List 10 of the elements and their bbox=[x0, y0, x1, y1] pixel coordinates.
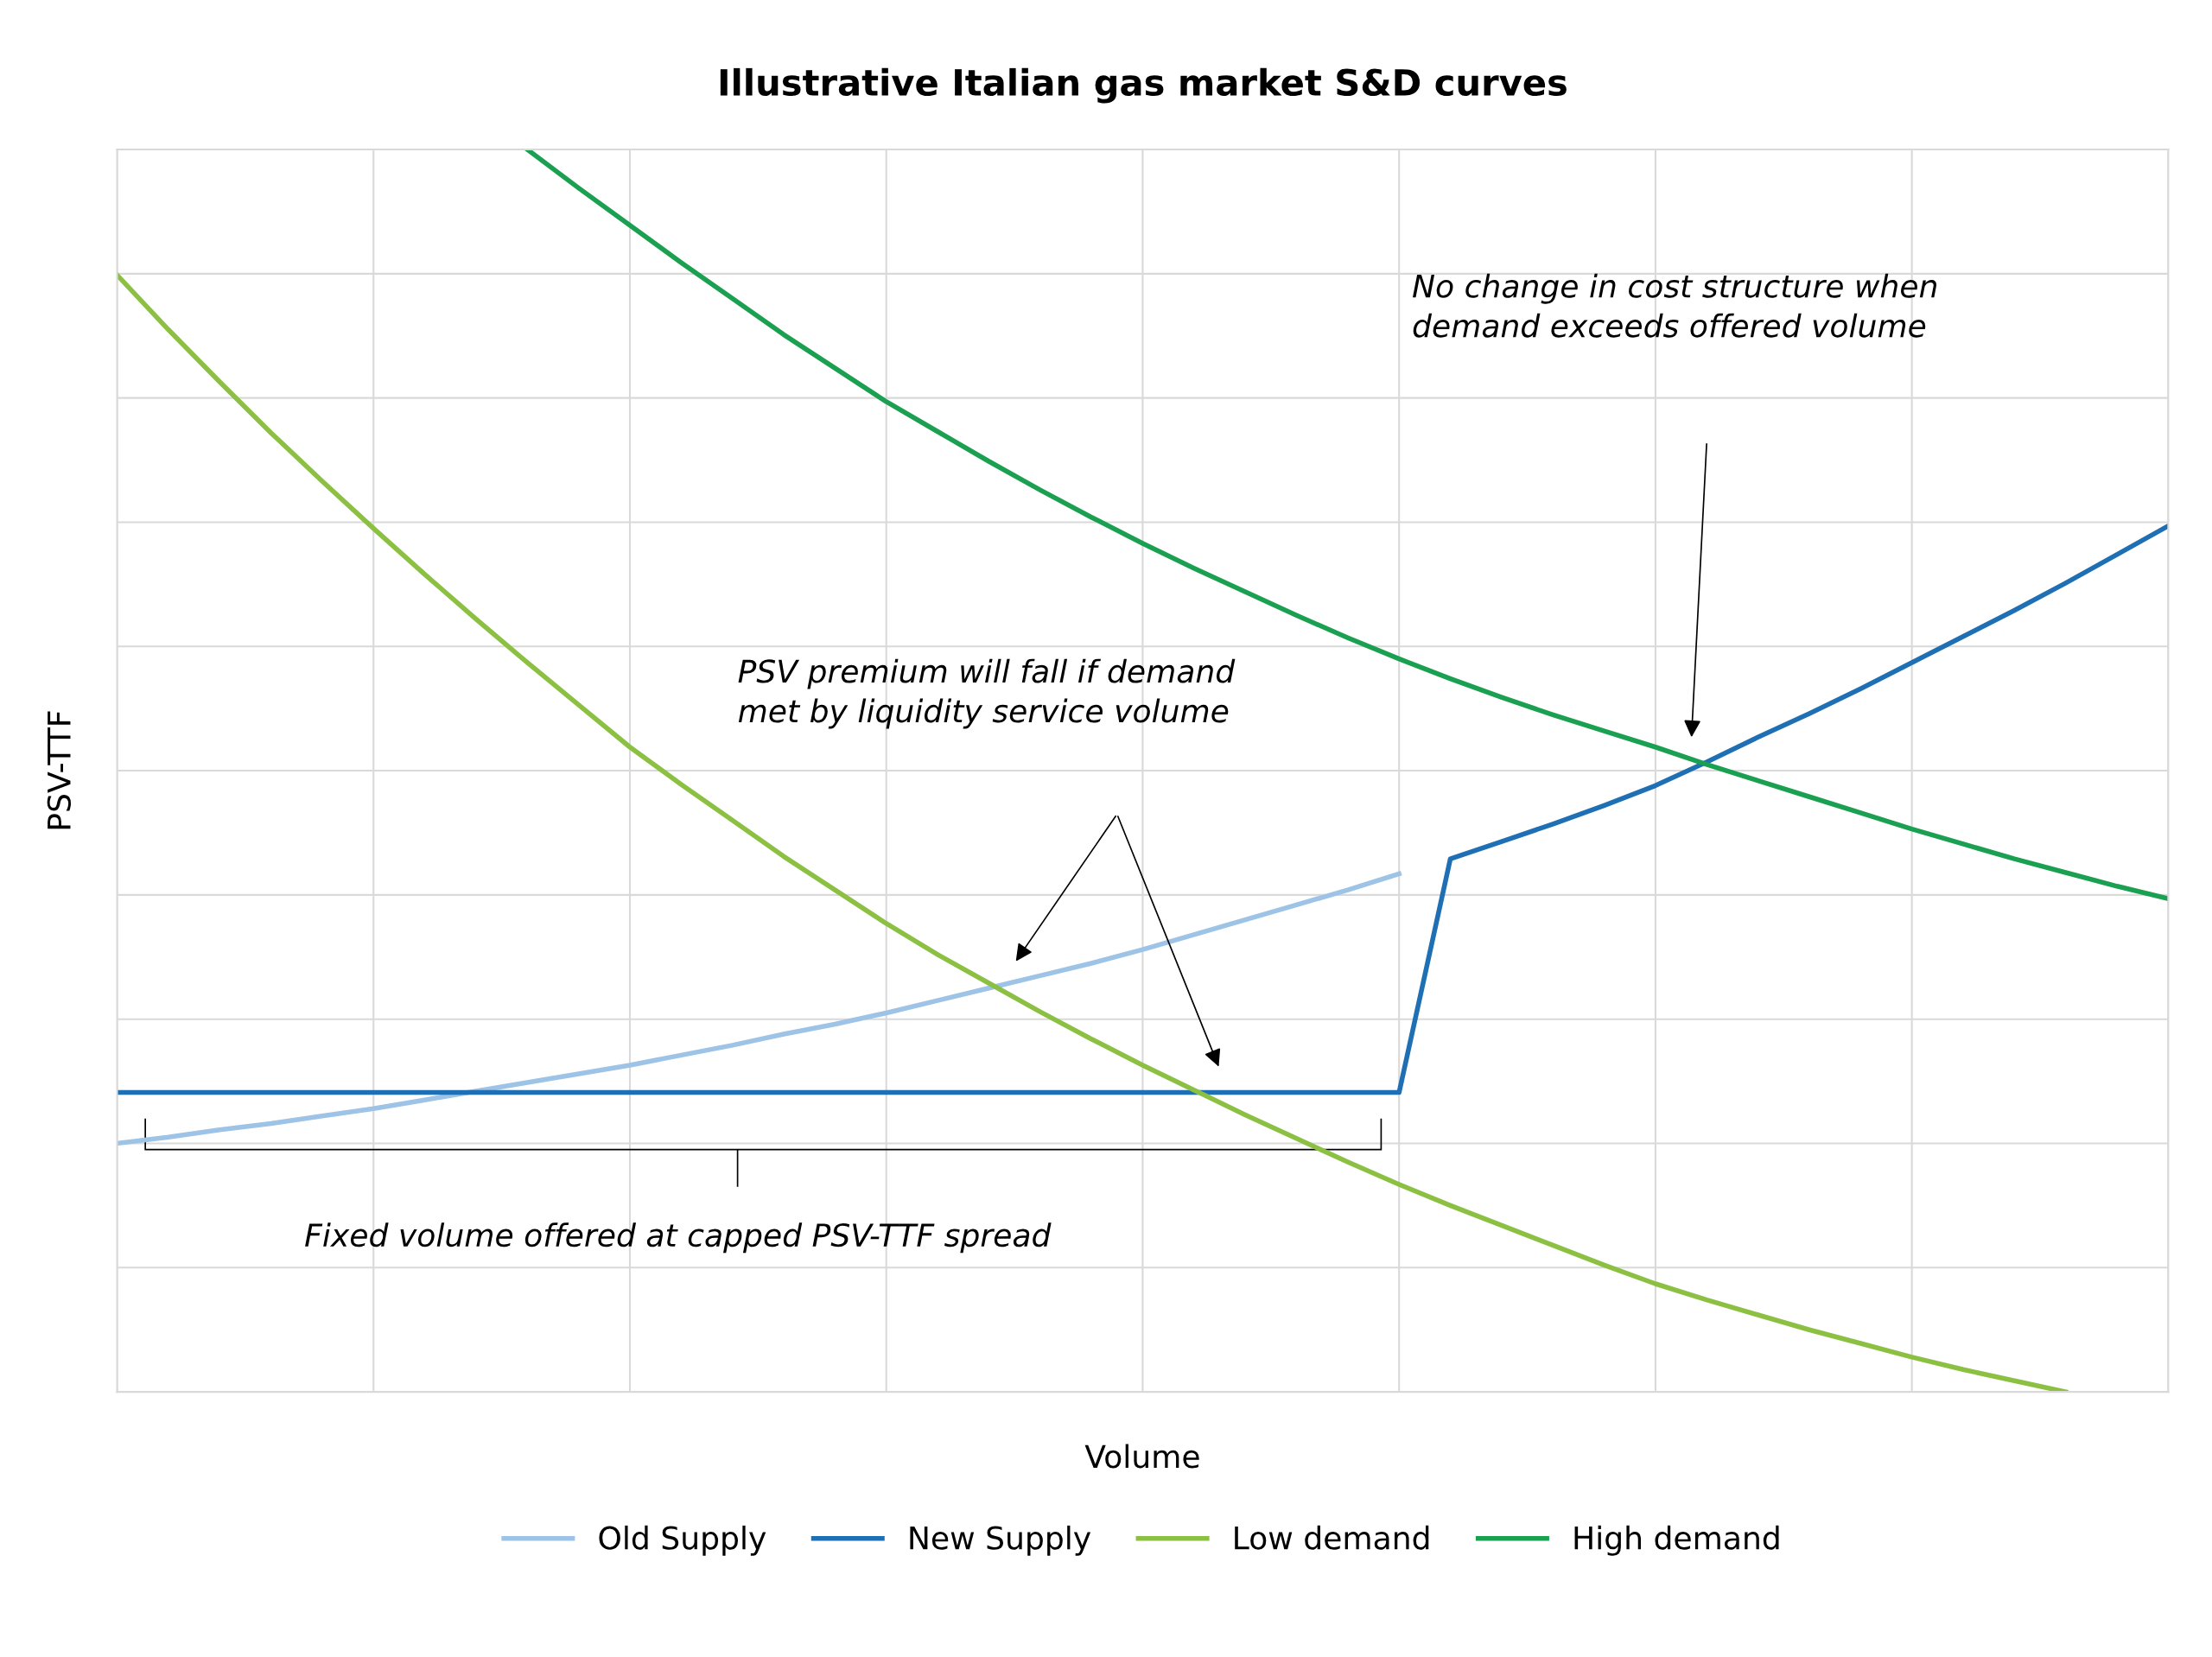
legend-label: Low demand bbox=[1235, 1525, 1429, 1550]
legend-label: High demand bbox=[1574, 1525, 1779, 1556]
legend-label: Old Supply bbox=[599, 1525, 766, 1556]
annotation: No change in cost structure when demand exceeds offered volume bbox=[1412, 273, 1936, 338]
annotation: PSV premium will fall if demand met by liquidity service volume bbox=[738, 658, 1236, 729]
annotation: Fixed volume offered at capped PSV-TTF spread bbox=[305, 1222, 1052, 1254]
legend-label: New Supply bbox=[910, 1525, 1091, 1556]
x-axis-title: Volume bbox=[1084, 1444, 1199, 1469]
y-axis-title: PSV-TTF bbox=[47, 711, 71, 829]
chart-title: Illustrative Italian gas market S&D curves bbox=[720, 67, 1567, 104]
